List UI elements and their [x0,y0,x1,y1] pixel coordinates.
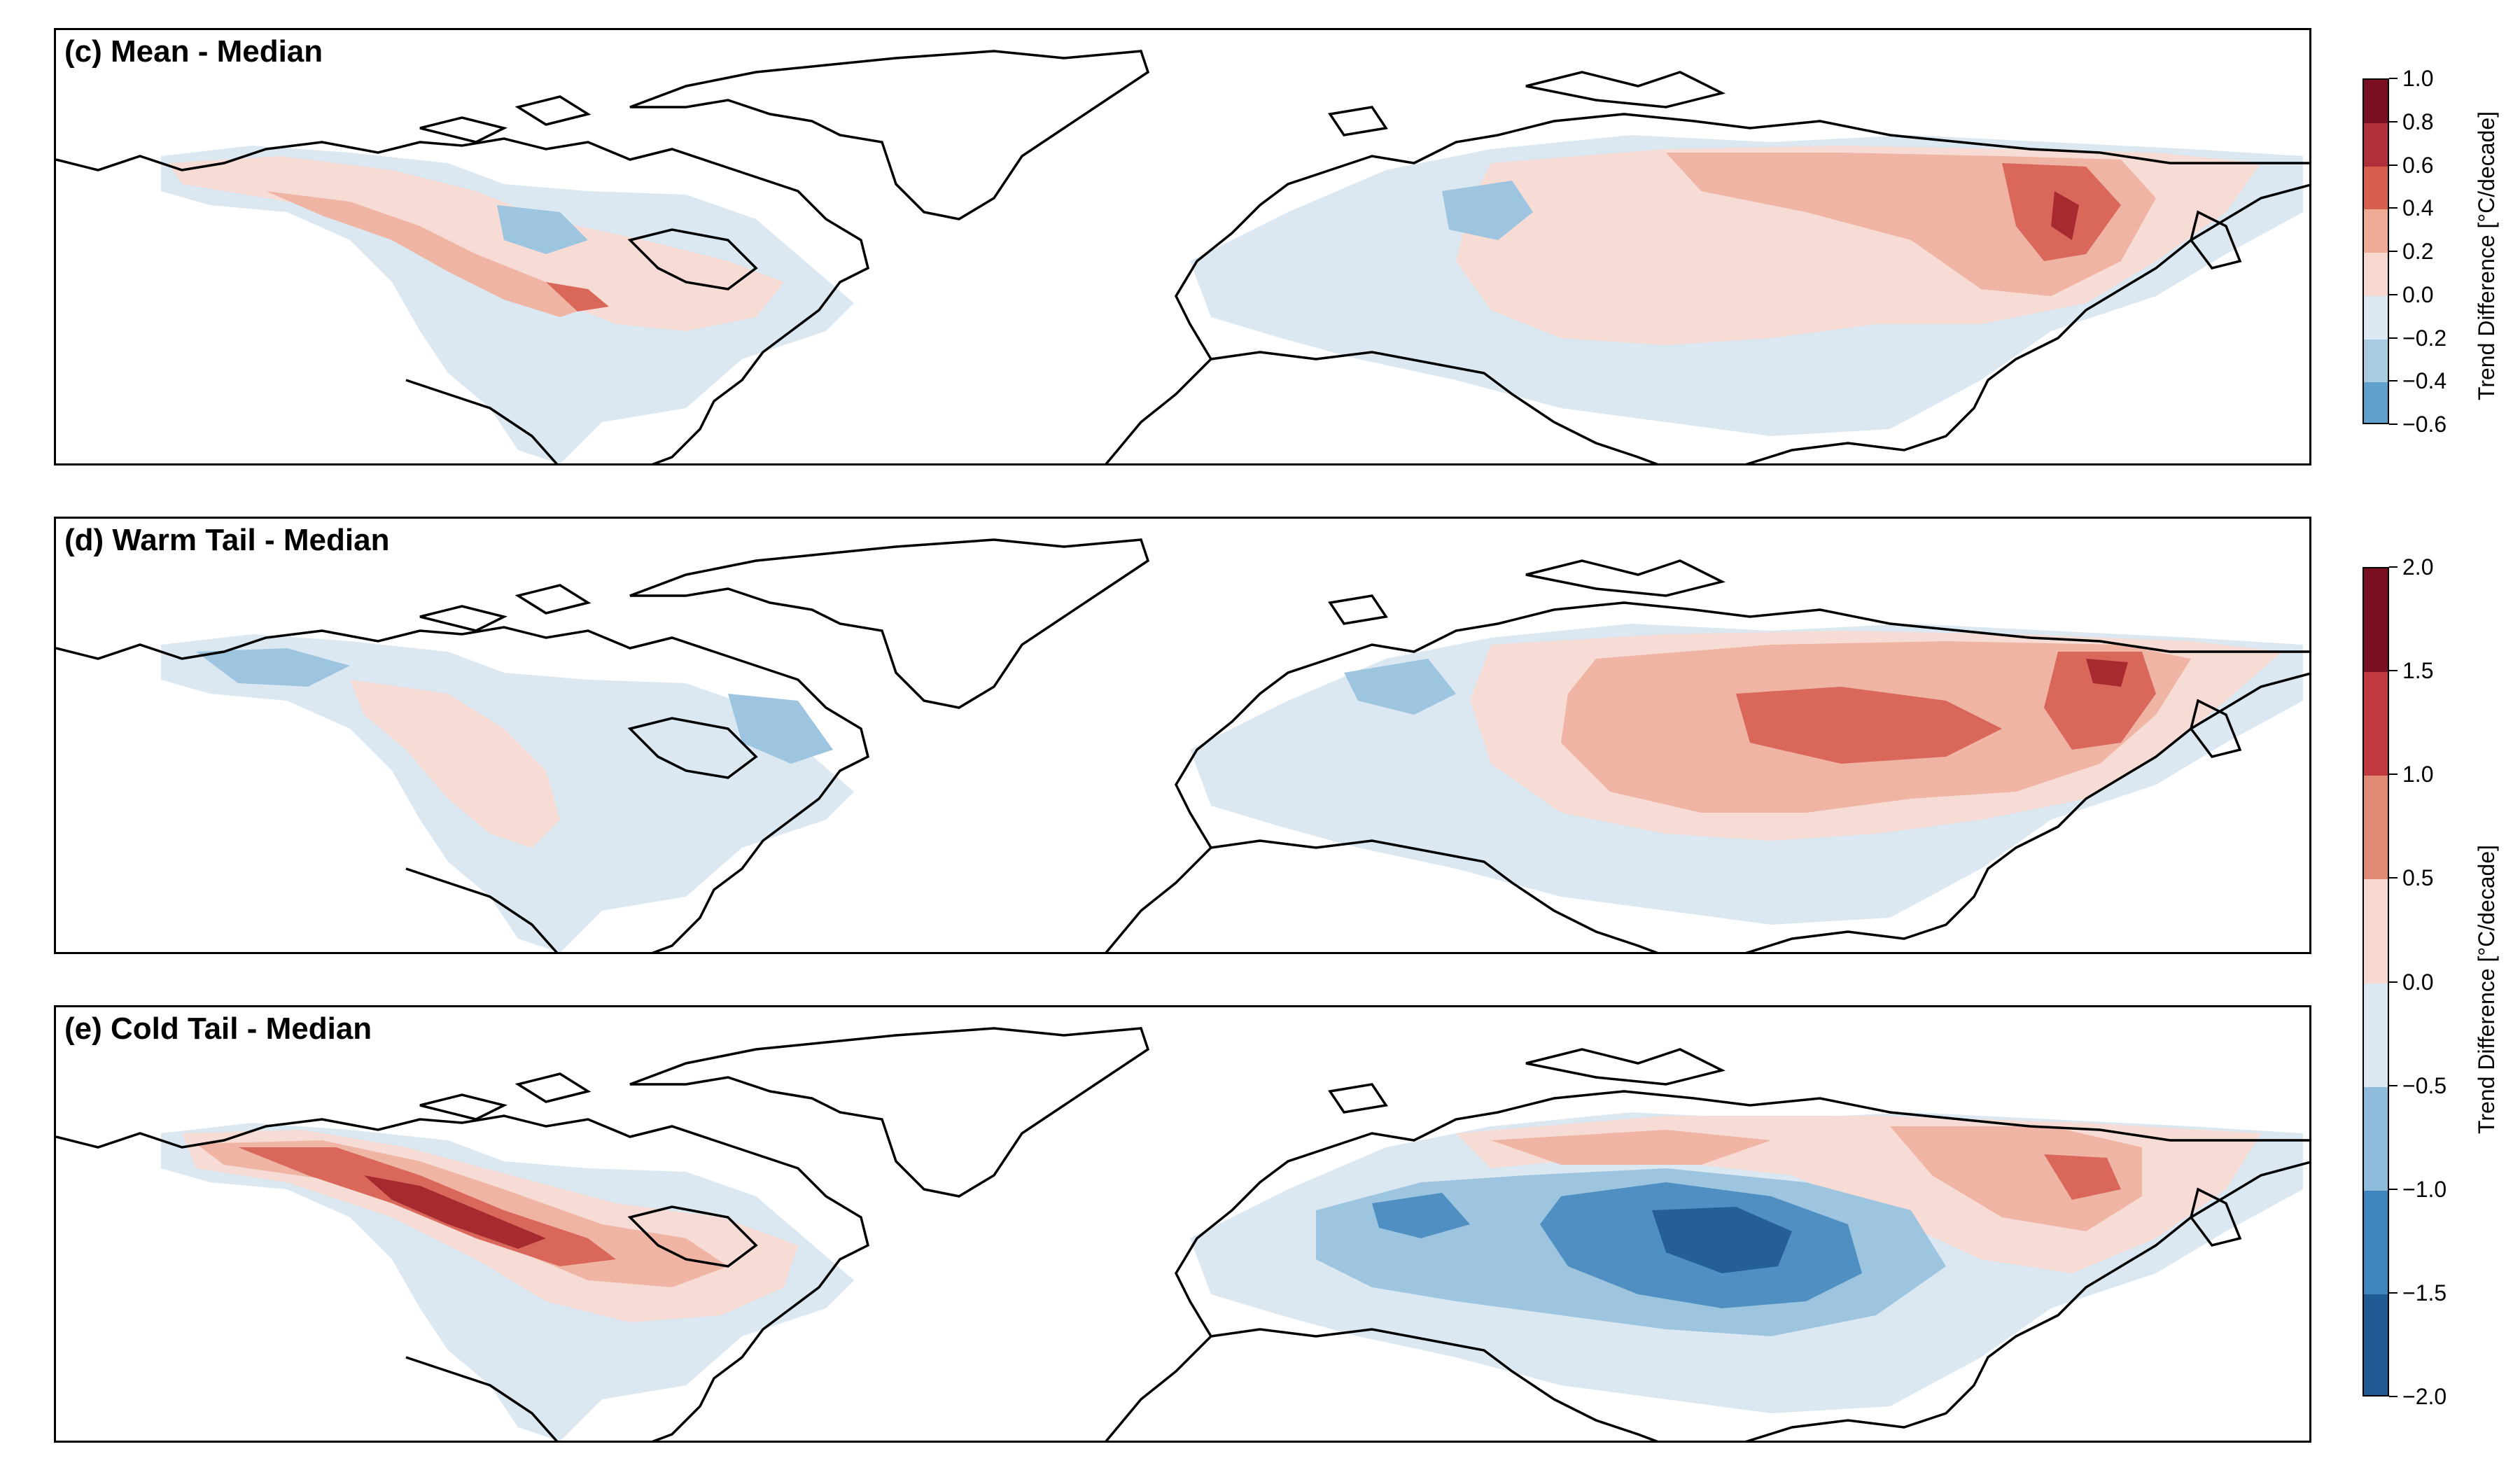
colorbar-tick [2389,207,2398,209]
map-panel-c: (c) Mean - Median [54,28,2311,465]
eurasia-cool-dark [1652,1207,1792,1273]
north-america-field [161,146,854,463]
coastlines-c [56,50,2309,463]
colorbar-tick [2389,1188,2398,1190]
colorbar-tick [2389,774,2398,776]
eurasia-hot-east [2044,652,2156,750]
colorbar-mean-label: Trend Difference [°C/decade] [2474,111,2499,400]
colorbar-segment [2364,382,2388,423]
colorbar-tick-label: 1.5 [2402,658,2434,684]
colorbar-tick [2389,424,2398,425]
colorbar-tick-label: −1.0 [2402,1176,2447,1202]
colorbar-tick-label: 0.4 [2402,195,2434,221]
colorbar-segment [2364,1294,2388,1395]
colorbar-tick-label: 1.0 [2402,762,2434,788]
colorbar-tails-label: Trend Difference [°C/decade] [2474,844,2499,1134]
north-america-cool [497,205,588,254]
colorbar-segment [2364,568,2388,673]
colorbar-tails [2362,567,2389,1396]
colorbar-tick-label: −2.0 [2402,1384,2447,1409]
colorbar-tick-label: −1.5 [2402,1280,2447,1306]
panel-title-e: (e) Cold Tail - Median [64,1011,372,1046]
colorbar-tick-label: 1.0 [2402,66,2434,91]
colorbar-tick [2389,337,2398,339]
colorbar-tick [2389,1084,2398,1086]
colorbar-mean [2362,78,2389,424]
colorbar-tick-label: 0.8 [2402,108,2434,134]
colorbar-tick-label: 0.0 [2402,969,2434,995]
colorbar-tick-label: −0.2 [2402,325,2447,351]
colorbar-tick [2389,120,2398,122]
colorbar-tick-label: 0.2 [2402,239,2434,264]
colorbar-tick [2389,78,2398,79]
colorbar-tick-label: 0.5 [2402,865,2434,891]
eurasia-hotspot [2086,659,2128,687]
north-america-hot [546,282,609,312]
map-canvas-e [56,1027,2309,1441]
colorbar-tick [2389,251,2398,252]
eurasia-warm-mid [1491,1130,1771,1165]
eurasia-hotspot [2051,191,2079,240]
colorbar-tick [2389,566,2398,568]
colorbar-tick-label: 0.0 [2402,281,2434,307]
north-america-field [161,1123,854,1441]
eurasia-warm-mid-east [1890,1126,2142,1231]
north-america-cool-east [728,694,833,764]
colorbar-tick [2389,293,2398,295]
map-canvas-c [56,50,2309,463]
map-canvas-d [56,538,2309,952]
colorbar-segment [2364,1086,2388,1191]
colorbar-segment [2364,1190,2388,1295]
colorbar-segment [2364,209,2388,253]
panel-title-d: (d) Warm Tail - Median [64,523,390,557]
colorbar-tick [2389,981,2398,983]
colorbar-tick [2389,1292,2398,1294]
eurasia-cool [1442,181,1533,240]
colorbar-tick-label: −0.4 [2402,368,2447,394]
colorbar-segment [2364,776,2388,881]
north-america-warm-mid [266,191,602,317]
colorbar-segment [2364,339,2388,384]
colorbar-tick [2389,380,2398,382]
colorbar-tick [2389,164,2398,166]
colorbar-segment [2364,166,2388,211]
colorbar-tick-label: −0.6 [2402,412,2447,437]
colorbar-tick-label: −0.5 [2402,1072,2447,1098]
colorbar-tick-label: 0.6 [2402,152,2434,178]
eurasia-hot [2044,1154,2121,1200]
eurasia-cool [1344,659,1456,715]
colorbar-segment [2364,983,2388,1088]
panel-title-c: (c) Mean - Median [64,34,323,69]
colorbar-tick [2389,670,2398,672]
colorbar-segment [2364,879,2388,984]
north-america-warm [350,680,560,848]
colorbar-tick [2389,1396,2398,1397]
colorbar-tick [2389,877,2398,879]
coastlines-e [56,1027,2309,1441]
eurasia-hot [1736,687,2002,764]
north-america-hotspot [364,1175,546,1249]
colorbar-segment [2364,122,2388,167]
map-panel-e: (e) Cold Tail - Median [54,1005,2311,1443]
north-america-cool [196,648,350,687]
colorbar-tick-label: 2.0 [2402,554,2434,580]
colorbar-segment [2364,295,2388,340]
map-panel-d: (d) Warm Tail - Median [54,517,2311,954]
eurasia-cool-west [1372,1193,1470,1238]
colorbar-segment [2364,672,2388,777]
colorbar-segment [2364,80,2388,124]
coastlines-d [56,538,2309,952]
colorbar-segment [2364,253,2388,297]
